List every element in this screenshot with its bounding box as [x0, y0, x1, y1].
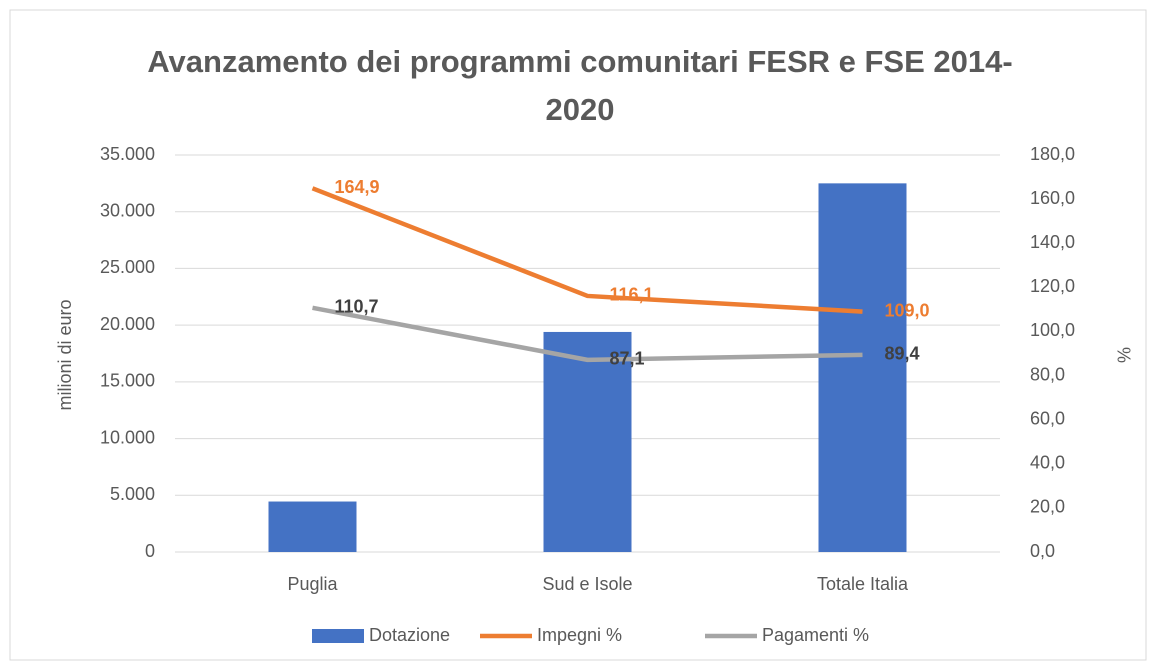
y2-tick-label: 60,0: [1030, 408, 1065, 428]
x-tick-label: Totale Italia: [817, 574, 909, 594]
y-tick-label: 10.000: [100, 427, 155, 447]
legend-label: Dotazione: [369, 625, 450, 645]
legend-swatch: [312, 629, 364, 643]
legend-label: Impegni %: [537, 625, 622, 645]
y2-tick-label: 160,0: [1030, 188, 1075, 208]
bar: [543, 331, 632, 552]
y2-tick-label: 140,0: [1030, 232, 1075, 252]
data-label: 87,1: [610, 349, 645, 369]
data-label: 89,4: [885, 344, 920, 364]
line: [311, 186, 863, 314]
y-tick-label: 35.000: [100, 144, 155, 164]
x-tick-label: Puglia: [287, 574, 338, 594]
y-tick-label: 0: [145, 541, 155, 561]
chart-title: Avanzamento dei programmi comunitari FES…: [147, 44, 1013, 127]
y-tick-label: 25.000: [100, 257, 155, 277]
y2-tick-label: 40,0: [1030, 453, 1065, 473]
y2-axis-title: %: [1113, 347, 1133, 363]
data-label: 164,9: [335, 177, 380, 197]
y-tick-label: 20.000: [100, 314, 155, 334]
y2-tick-label: 100,0: [1030, 320, 1075, 340]
y-tick-label: 5.000: [110, 484, 155, 504]
x-tick-label: Sud e Isole: [542, 574, 632, 594]
y-tick-label: 30.000: [100, 200, 155, 220]
chart-border: [9, 9, 1147, 661]
bar: [268, 501, 357, 552]
data-label: 109,0: [885, 300, 930, 320]
y2-tick-label: 80,0: [1030, 364, 1065, 384]
y2-tick-label: 120,0: [1030, 276, 1075, 296]
data-label: 116,1: [610, 285, 654, 305]
bar: [818, 183, 907, 552]
y2-tick-label: 20,0: [1030, 497, 1065, 517]
y2-tick-label: 0,0: [1030, 541, 1055, 561]
y-axis-title: milioni di euro: [55, 299, 75, 410]
legend-label: Pagamenti %: [762, 625, 869, 645]
y-tick-label: 15.000: [100, 371, 155, 391]
line: [312, 305, 863, 363]
data-label: 110,7: [335, 297, 379, 317]
y2-tick-label: 180,0: [1030, 144, 1075, 164]
